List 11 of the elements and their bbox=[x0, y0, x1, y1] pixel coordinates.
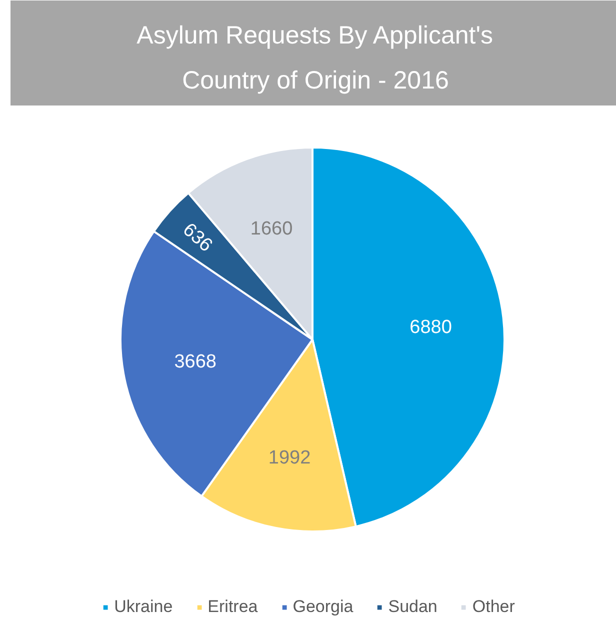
chart-title: Asylum Requests By Applicant's Country of Origin - 2016 bbox=[136, 22, 493, 94]
legend-label: Ukraine bbox=[114, 597, 173, 617]
data-label: 636 bbox=[178, 219, 216, 256]
data-label: 6880 bbox=[410, 316, 452, 338]
legend-label: Eritrea bbox=[208, 597, 258, 617]
data-label: 1992 bbox=[268, 447, 311, 468]
legend-label: Other bbox=[472, 597, 515, 617]
legend-label: Georgia bbox=[292, 597, 354, 617]
data-label: 3668 bbox=[174, 352, 216, 373]
legend-label: Sudan bbox=[388, 597, 438, 617]
data-label: 1660 bbox=[250, 218, 293, 240]
